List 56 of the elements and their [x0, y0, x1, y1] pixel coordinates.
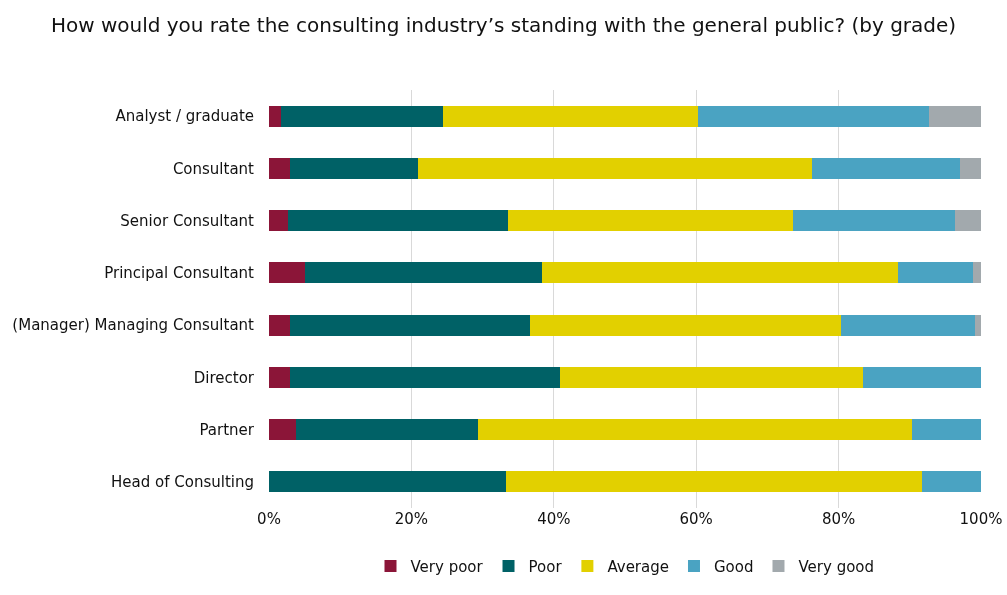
bar [559, 366, 863, 388]
bar [975, 314, 981, 336]
bar [269, 105, 282, 127]
y-tick-label: Senior Consultant [120, 211, 255, 230]
bar [841, 314, 976, 336]
legend-label: Very poor [410, 557, 484, 576]
bar [973, 262, 981, 284]
bar [269, 314, 290, 336]
x-tick-label: 0% [257, 510, 281, 528]
bar [289, 157, 418, 179]
y-tick-label: Director [193, 368, 255, 387]
bar [529, 314, 842, 336]
y-tick-label: (Manager) Managing Consultant [12, 316, 255, 335]
bar [417, 157, 812, 179]
bar [269, 157, 290, 179]
x-tick-label: 80% [821, 510, 856, 528]
x-tick-label: 60% [679, 510, 713, 528]
bar [911, 419, 981, 441]
bar [289, 314, 530, 336]
legend-label: Average [607, 557, 669, 576]
chart-title: How would you rate the consulting industry’s standing with the general public? (by grade) [50, 12, 957, 37]
bar [281, 105, 443, 127]
bar [477, 419, 912, 441]
bar [698, 105, 930, 127]
bar [269, 262, 305, 284]
bar [542, 262, 899, 284]
legend-label: Poor [528, 557, 563, 576]
bar [955, 210, 981, 232]
bar [959, 157, 981, 179]
legend-label: Very good [798, 557, 875, 576]
y-tick-label: Analyst / graduate [115, 107, 254, 126]
bar [811, 157, 960, 179]
bar [296, 419, 478, 441]
x-tick-label: 100% [959, 510, 1003, 528]
y-tick-label: Partner [199, 420, 255, 439]
bar [304, 262, 543, 284]
bar [287, 210, 509, 232]
bar [269, 366, 290, 388]
bar [506, 471, 922, 493]
x-tick-label: 40% [537, 510, 571, 528]
bar [269, 210, 288, 232]
bar [793, 210, 956, 232]
bar [269, 419, 297, 441]
x-tick-label: 20% [394, 510, 429, 528]
y-tick-label: Head of Consulting [111, 473, 254, 492]
bar [289, 366, 560, 388]
y-tick-label: Principal Consultant [104, 264, 255, 283]
bar [442, 105, 699, 127]
bar [929, 105, 981, 127]
bar [862, 366, 981, 388]
legend-label: Good [713, 557, 754, 576]
bar [508, 210, 794, 232]
y-tick-label: Consultant [172, 159, 255, 178]
bar [269, 471, 507, 493]
bar [898, 262, 974, 284]
bar [921, 471, 981, 493]
